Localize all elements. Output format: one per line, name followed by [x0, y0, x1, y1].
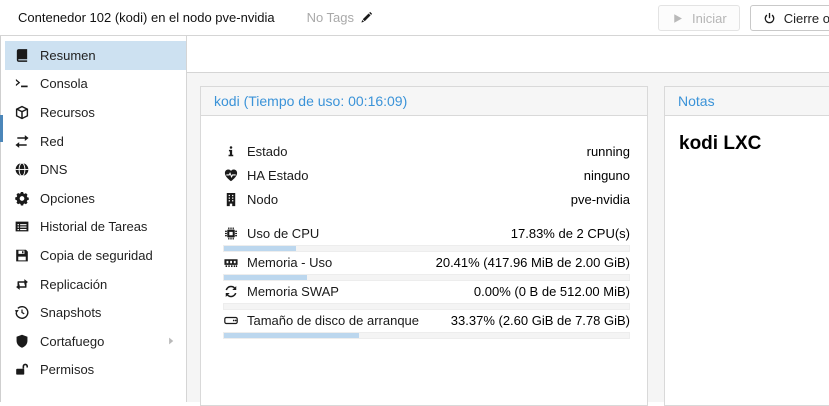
sidebar-item-replicacion[interactable]: Replicación — [1, 270, 186, 299]
content-area: kodi (Tiempo de uso: 00:16:09) Estado run… — [187, 36, 829, 406]
row-value: 17.83% de 2 CPU(s) — [510, 226, 630, 241]
chevron-right-icon — [165, 335, 177, 347]
sidebar-item-label: Cortafuego — [40, 333, 105, 349]
row-value: 20.41% (417.96 MiB de 2.00 GiB) — [435, 255, 630, 270]
iniciar-button[interactable]: Iniciar — [658, 5, 740, 31]
sidebar-item-copia-de-seguridad[interactable]: Copia de seguridad — [1, 241, 186, 270]
terminal-icon — [14, 76, 30, 91]
uso-de-cpu-progress-bar — [223, 245, 630, 252]
sidebar-item-recursos[interactable]: Recursos — [1, 98, 186, 127]
swap-icon — [223, 284, 239, 299]
row-value: running — [586, 143, 630, 159]
sidebar-item-label: Red — [40, 133, 64, 149]
status-row-tamano-de-disco-de-arranque: Tamaño de disco de arranque 33.37% (2.60 … — [223, 311, 630, 339]
row-label: Nodo — [247, 191, 279, 207]
tree-selection-strip — [0, 115, 3, 142]
book-icon — [14, 48, 30, 63]
cierre-ordenado-button[interactable]: Cierre ordenado — [749, 5, 829, 31]
row-value: 33.37% (2.60 GiB de 7.78 GiB) — [450, 313, 630, 328]
memory-icon — [223, 255, 239, 270]
sidebar-item-cortafuego[interactable]: Cortafuego — [1, 327, 186, 356]
cube-icon — [14, 105, 30, 120]
tasks-icon — [14, 219, 30, 234]
row-label: Memoria SWAP — [247, 284, 339, 299]
row-value: 0.00% (0 B de 512.00 MiB) — [473, 284, 630, 299]
progress-fill — [224, 333, 360, 338]
history-icon — [14, 305, 30, 320]
sidebar-item-label: Snapshots — [40, 305, 102, 321]
network-icon — [14, 134, 30, 149]
replication-icon — [14, 277, 30, 292]
sidebar-item-label: Opciones — [40, 190, 95, 206]
header-buttons: Iniciar Cierre ordenado — [658, 5, 829, 31]
sidebar-item-consola[interactable]: Consola — [1, 70, 186, 99]
globe-icon — [14, 162, 30, 177]
progress-fill — [224, 246, 297, 251]
workspace: kodi (Tiempo de uso: 00:16:09) Estado run… — [187, 73, 829, 406]
gear-icon — [14, 191, 30, 206]
page-title: Contenedor 102 (kodi) en el nodo pve-nvi… — [18, 10, 275, 25]
row-label: Uso de CPU — [247, 226, 320, 241]
tags-label: No Tags — [306, 10, 355, 25]
heartbeat-icon — [223, 168, 239, 183]
top-bar: Contenedor 102 (kodi) en el nodo pve-nvi… — [0, 0, 829, 36]
notes-content: kodi LXC — [679, 133, 762, 154]
notes-panel-body[interactable]: kodi LXC — [665, 116, 829, 168]
status-row-nodo: Nodo pve-nvidia — [223, 187, 630, 211]
sidebar-item-label: Historial de Tareas — [40, 219, 148, 235]
sidebar-item-label: Recursos — [40, 104, 95, 120]
sidebar-item-label: Resumen — [40, 47, 96, 63]
sidebar-item-label: Consola — [40, 76, 88, 92]
info-icon — [223, 144, 239, 159]
row-label: HA Estado — [247, 167, 309, 183]
status-row-memoria-swap: Memoria SWAP 0.00% (0 B de 512.00 MiB) — [223, 282, 630, 310]
play-icon — [671, 12, 684, 25]
button-label: Cierre ordenado — [783, 10, 829, 26]
status-panel-header: kodi (Tiempo de uso: 00:16:09) — [201, 87, 647, 116]
notes-panel-header: Notas — [665, 87, 829, 116]
unlock-icon — [14, 362, 30, 377]
sidebar: Resumen Consola Recursos Red DNS Opciones Hist… — [0, 36, 187, 402]
status-row-estado: Estado running — [223, 139, 630, 163]
status-panel-body: Estado running HA Estado ninguno Nodo pve-nvi… — [201, 116, 647, 339]
sidebar-item-label: Copia de seguridad — [40, 247, 153, 263]
button-label: Iniciar — [692, 10, 727, 26]
shield-icon — [14, 334, 30, 349]
sidebar-item-label: DNS — [40, 162, 68, 178]
sidebar-item-label: Replicación — [40, 276, 108, 292]
toolbar-strip — [187, 36, 829, 73]
sidebar-item-snapshots[interactable]: Snapshots — [1, 298, 186, 327]
sidebar-item-historial-de-tareas[interactable]: Historial de Tareas — [1, 213, 186, 242]
status-row-memoria-uso: Memoria - Uso 20.41% (417.96 MiB de 2.00 … — [223, 253, 630, 281]
sidebar-item-permisos[interactable]: Permisos — [1, 356, 186, 385]
memoria-swap-progress-bar — [223, 303, 630, 310]
floppy-icon — [14, 248, 30, 263]
building-icon — [223, 192, 239, 207]
status-row-ha-estado: HA Estado ninguno — [223, 163, 630, 187]
disk-icon — [223, 313, 239, 328]
sidebar-item-dns[interactable]: DNS — [1, 155, 186, 184]
status-row-uso-de-cpu: Uso de CPU 17.83% de 2 CPU(s) — [223, 224, 630, 252]
row-spacer — [223, 211, 630, 224]
notes-panel: Notas kodi LXC — [664, 86, 829, 406]
row-value: pve-nvidia — [570, 191, 630, 207]
sidebar-item-label: Permisos — [40, 362, 95, 378]
row-label: Tamaño de disco de arranque — [247, 313, 420, 328]
sidebar-item-opciones[interactable]: Opciones — [1, 184, 186, 213]
progress-fill — [224, 275, 307, 280]
edit-tags-icon[interactable] — [360, 11, 373, 24]
sidebar-item-red[interactable]: Red — [1, 127, 186, 156]
row-label: Estado — [247, 143, 288, 159]
power-icon — [763, 12, 776, 25]
memoria-uso-progress-bar — [223, 274, 630, 281]
row-value: ninguno — [583, 167, 630, 183]
sidebar-item-resumen[interactable]: Resumen — [5, 41, 186, 70]
status-panel: kodi (Tiempo de uso: 00:16:09) Estado run… — [200, 86, 648, 406]
cpu-icon — [223, 226, 239, 241]
row-label: Memoria - Uso — [247, 255, 333, 270]
tamano-de-disco-de-arranque-progress-bar — [223, 332, 630, 339]
